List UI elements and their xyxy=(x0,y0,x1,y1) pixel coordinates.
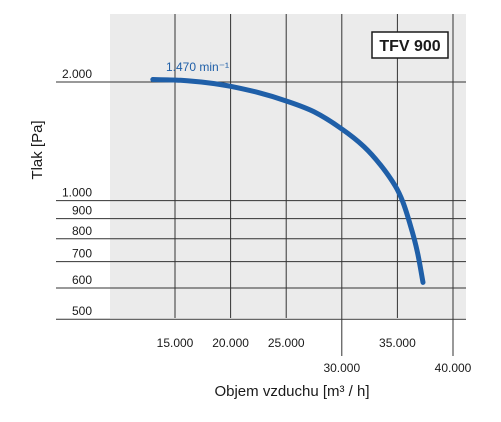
y-tick-label: 700 xyxy=(72,247,92,261)
x-tick-label: 20.000 xyxy=(212,336,249,350)
y-axis-label: Tlak [Pa] xyxy=(29,120,46,179)
model-badge: TFV 900 xyxy=(371,31,449,59)
plot-background xyxy=(110,14,466,318)
model-badge-box xyxy=(371,31,449,59)
y-tick-label: 900 xyxy=(72,204,92,218)
y-tick-label: 2.000 xyxy=(62,67,92,81)
y-tick-label: 600 xyxy=(72,273,92,287)
x-tick-label: 15.000 xyxy=(157,336,194,350)
x-tick-label: 35.000 xyxy=(379,336,416,350)
tick-labels: 2.000 1.000 900 800 700 600 500 15.000 20.000 25.… xyxy=(62,67,472,375)
chart-title: TFV 900 xyxy=(379,38,440,55)
y-tick-label: 800 xyxy=(72,224,92,238)
series-line xyxy=(150,77,426,285)
y-tick-label: 1.000 xyxy=(62,186,92,200)
x-tick-label: 40.000 xyxy=(435,361,472,375)
series-label: 1.470 min⁻¹ xyxy=(166,60,229,74)
x-axis-label: Objem vzduchu [m³ / h] xyxy=(214,383,369,400)
x-tick-label: 25.000 xyxy=(268,336,305,350)
series-layer xyxy=(150,77,426,285)
x-tick-label: 30.000 xyxy=(323,361,360,375)
y-tick-label: 500 xyxy=(72,304,92,318)
grid xyxy=(56,14,466,356)
